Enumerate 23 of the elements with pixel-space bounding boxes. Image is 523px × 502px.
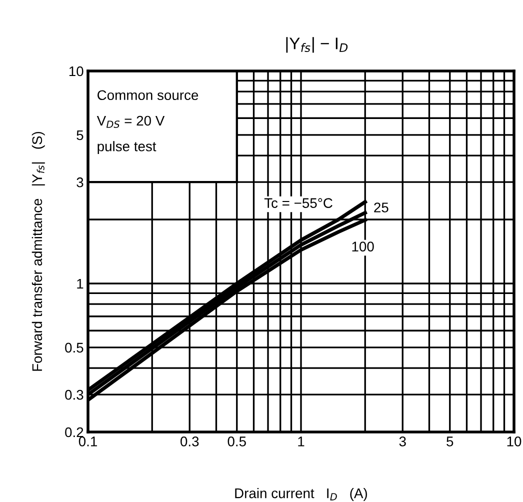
y-tick-label: 3 [76,177,84,188]
x-tick-label: 0.1 [78,436,97,446]
y-tick-label: 5 [76,130,84,140]
y-tick-label: 0.3 [65,390,84,400]
y-tick-label: 1 [77,278,84,289]
y-tick-label: 0.5 [65,342,84,353]
series-label: 25 [374,202,388,212]
x-tick-label: 0.3 [180,436,199,446]
x-tick-label: 1 [298,436,304,446]
y-axis-title: Forward transfer admittance |Y$_{fs}$| (S) [32,132,45,371]
series-label: Tc = −55°C [264,198,332,208]
chart-title: |Y$_{fs}$| − I$_{D}$ [286,37,348,53]
annotation: V$_{DS}$ = 20 V [96,116,165,128]
x-tick-label: 3 [399,436,406,446]
annotation: pulse test [98,141,156,154]
text: Drain current I$_{D}$ (A) [235,488,367,501]
y-tick-label: 10 [69,66,84,76]
x-tick-label: 10 [507,436,522,446]
y-tick-label: 0.2 [65,427,84,438]
annotation: Common source [98,90,198,100]
series-label: 100 [352,242,374,252]
x-tick-label: 0.5 [228,436,246,446]
x-tick-label: 5 [446,436,454,446]
